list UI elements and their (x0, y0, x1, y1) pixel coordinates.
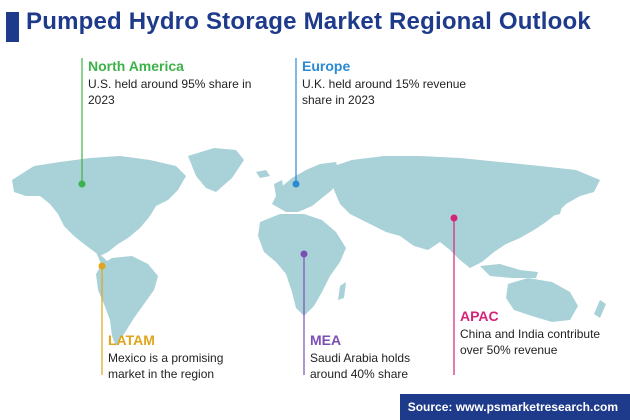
south-america-shape (96, 256, 158, 346)
apac-marker (450, 214, 458, 222)
latam-marker (98, 262, 106, 270)
iceland-shape (256, 170, 270, 178)
north-america-text: U.S. held around 95% share in 2023 (88, 77, 252, 107)
north-america-name: North America (88, 58, 184, 74)
europe-callout: Europe U.K. held around 15% revenue shar… (302, 58, 477, 108)
north-america-callout: North America U.S. held around 95% share… (88, 58, 258, 108)
mea-name: MEA (310, 332, 342, 348)
australia-shape (506, 278, 578, 322)
madagascar-shape (338, 282, 346, 300)
north-america-marker (78, 180, 86, 188)
europe-text: U.K. held around 15% revenue share in 20… (302, 77, 467, 107)
uk-shape (274, 180, 284, 196)
new-zealand-shape (594, 300, 606, 318)
europe-marker (292, 180, 300, 188)
source-link[interactable]: Source: www.psmarketresearch.com (400, 394, 630, 420)
asia-shape (328, 156, 600, 268)
title-accent-bar (6, 12, 19, 42)
apac-callout: APAC China and India contribute over 50%… (460, 308, 605, 358)
latam-name: LATAM (108, 332, 155, 348)
mea-text: Saudi Arabia holds around 40% share (310, 351, 411, 381)
page-title: Pumped Hydro Storage Market Regional Out… (26, 8, 591, 35)
north-america-shape (12, 156, 186, 256)
apac-name: APAC (460, 308, 499, 324)
mea-callout: MEA Saudi Arabia holds around 40% share (310, 332, 450, 382)
apac-text: China and India contribute over 50% reve… (460, 327, 601, 357)
japan-shape (552, 196, 564, 216)
europe-shape (272, 162, 340, 212)
europe-name: Europe (302, 58, 351, 74)
mea-marker (300, 250, 308, 258)
latam-text: Mexico is a promising market in the regi… (108, 351, 224, 381)
latam-callout: LATAM Mexico is a promising market in th… (108, 332, 258, 382)
greenland-shape (188, 148, 244, 192)
africa-shape (258, 214, 346, 316)
indonesia-shape (480, 264, 538, 278)
